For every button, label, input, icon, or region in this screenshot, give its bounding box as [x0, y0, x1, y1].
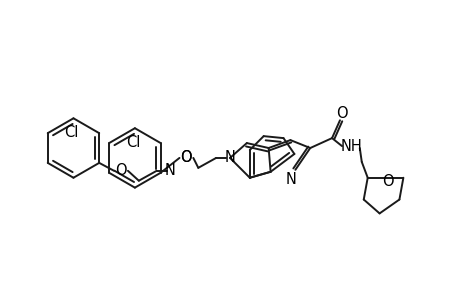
Text: O: O: [381, 174, 392, 189]
Text: O: O: [336, 106, 347, 121]
Text: O: O: [115, 163, 127, 178]
Text: N: N: [224, 150, 235, 165]
Text: N: N: [285, 172, 296, 187]
Text: NH: NH: [340, 139, 362, 154]
Text: Cl: Cl: [64, 125, 78, 140]
Text: N: N: [165, 163, 176, 178]
Text: O: O: [180, 150, 192, 165]
Text: Cl: Cl: [125, 135, 140, 150]
Text: O: O: [180, 150, 192, 165]
